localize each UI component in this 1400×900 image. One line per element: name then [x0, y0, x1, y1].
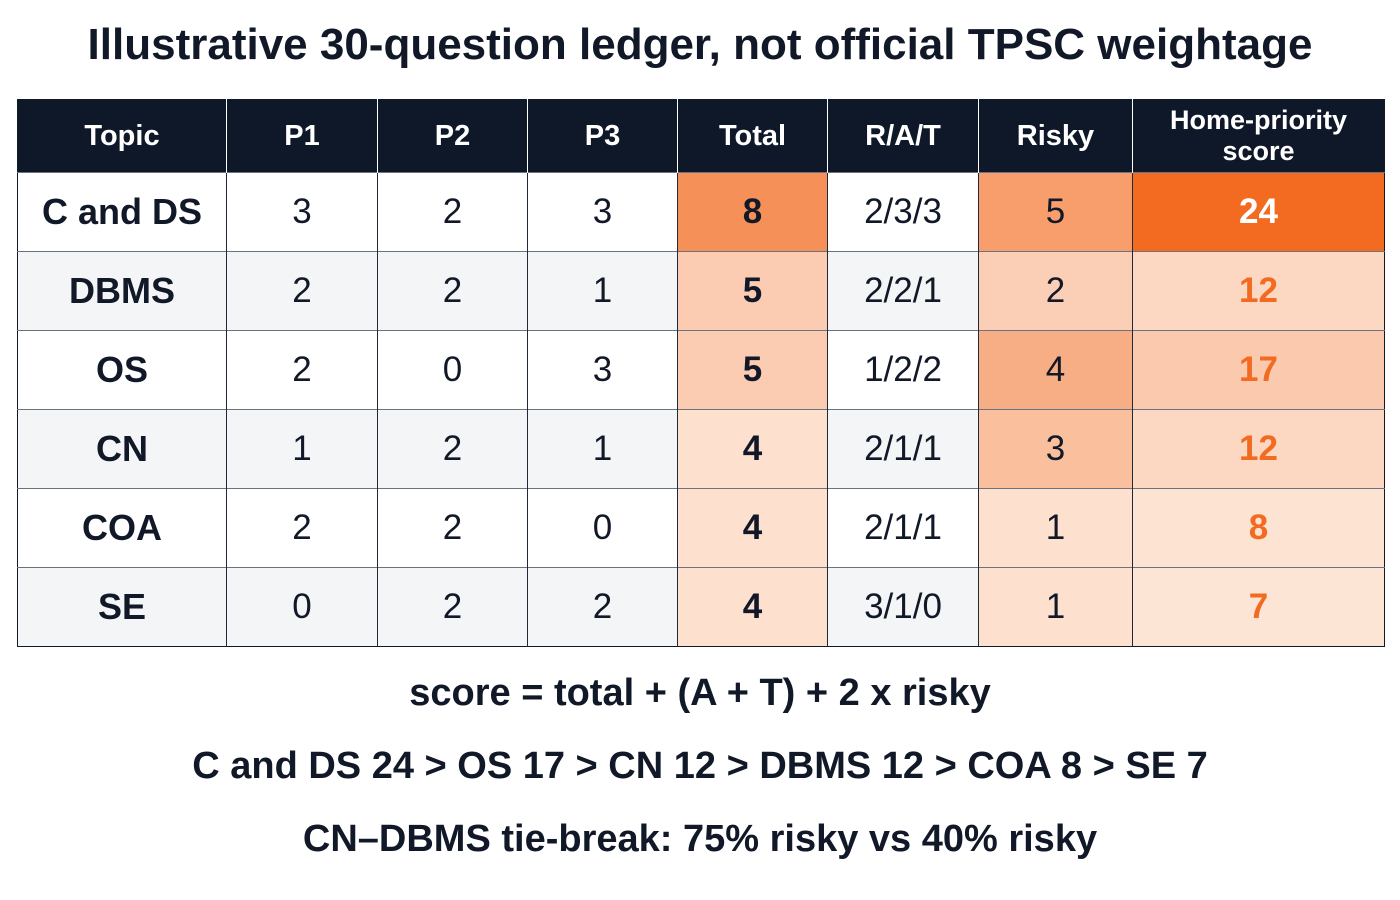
cell-risky: 1 [978, 488, 1133, 568]
cell-p1: 1 [226, 409, 378, 489]
cell-p2: 2 [377, 409, 528, 489]
cell-rat: 2/1/1 [827, 409, 979, 489]
cell-p3: 0 [527, 488, 678, 568]
cell-topic: OS [17, 330, 227, 410]
cell-risky: 3 [978, 409, 1133, 489]
cell-score: 12 [1132, 251, 1385, 331]
table-row: DBMS 2 2 1 5 2/2/1 2 12 [17, 251, 1385, 331]
cell-total: 8 [677, 172, 828, 252]
cell-p2: 2 [377, 488, 528, 568]
cell-p1: 2 [226, 251, 378, 331]
cell-total: 5 [677, 251, 828, 331]
cell-p2: 2 [377, 251, 528, 331]
cell-total: 4 [677, 409, 828, 489]
cell-p3: 1 [527, 251, 678, 331]
cell-risky: 1 [978, 567, 1133, 647]
cell-total: 4 [677, 488, 828, 568]
cell-topic: C and DS [17, 172, 227, 252]
cell-p1: 0 [226, 567, 378, 647]
header-score: Home-priority score [1132, 99, 1385, 173]
cell-risky: 4 [978, 330, 1133, 410]
cell-rat: 1/2/2 [827, 330, 979, 410]
cell-risky: 5 [978, 172, 1133, 252]
table-row: CN 1 2 1 4 2/1/1 3 12 [17, 409, 1385, 489]
header-p1: P1 [226, 99, 378, 173]
table-row: SE 0 2 2 4 3/1/0 1 7 [17, 567, 1385, 647]
table-row: COA 2 2 0 4 2/1/1 1 8 [17, 488, 1385, 568]
priority-ranking: C and DS 24 > OS 17 > CN 12 > DBMS 12 > … [192, 745, 1208, 787]
table-row: OS 2 0 3 5 1/2/2 4 17 [17, 330, 1385, 410]
ledger-body: C and DS 3 2 3 8 2/3/3 5 24 DBMS 2 2 1 5 2/2/1 2 12 OS 2 0… [17, 172, 1385, 647]
cell-rat: 2/2/1 [827, 251, 979, 331]
cell-p1: 3 [226, 172, 378, 252]
cell-p3: 2 [527, 567, 678, 647]
cell-topic: DBMS [17, 251, 227, 331]
cell-risky: 2 [978, 251, 1133, 331]
cell-p2: 2 [377, 567, 528, 647]
cell-score: 17 [1132, 330, 1385, 410]
cell-rat: 3/1/0 [827, 567, 979, 647]
cell-p3: 1 [527, 409, 678, 489]
tie-break-note: CN–DBMS tie-break: 75% risky vs 40% risk… [302, 818, 1098, 860]
header-rat: R/A/T [827, 99, 979, 173]
cell-p3: 3 [527, 330, 678, 410]
cell-p3: 3 [527, 172, 678, 252]
cell-topic: COA [17, 488, 227, 568]
cell-topic: CN [17, 409, 227, 489]
cell-score: 7 [1132, 567, 1385, 647]
header-p2: P2 [377, 99, 528, 173]
header-total: Total [677, 99, 828, 173]
cell-p1: 2 [226, 488, 378, 568]
chart-title: Illustrative 30-question ledger, not off… [87, 20, 1313, 69]
cell-score: 12 [1132, 409, 1385, 489]
cell-total: 5 [677, 330, 828, 410]
cell-rat: 2/3/3 [827, 172, 979, 252]
cell-total: 4 [677, 567, 828, 647]
header-risky: Risky [978, 99, 1133, 173]
score-formula: score = total + (A + T) + 2 x risky [409, 672, 991, 714]
ledger-table: Topic P1 P2 P3 Total R/A/T Risky Home-pr… [17, 99, 1385, 647]
table-row: C and DS 3 2 3 8 2/3/3 5 24 [17, 172, 1385, 252]
cell-p1: 2 [226, 330, 378, 410]
header-row: Topic P1 P2 P3 Total R/A/T Risky Home-pr… [17, 99, 1385, 173]
cell-rat: 2/1/1 [827, 488, 979, 568]
cell-p2: 0 [377, 330, 528, 410]
header-topic: Topic [17, 99, 227, 173]
cell-p2: 2 [377, 172, 528, 252]
cell-score: 24 [1132, 172, 1385, 252]
cell-score: 8 [1132, 488, 1385, 568]
cell-topic: SE [17, 567, 227, 647]
header-p3: P3 [527, 99, 678, 173]
